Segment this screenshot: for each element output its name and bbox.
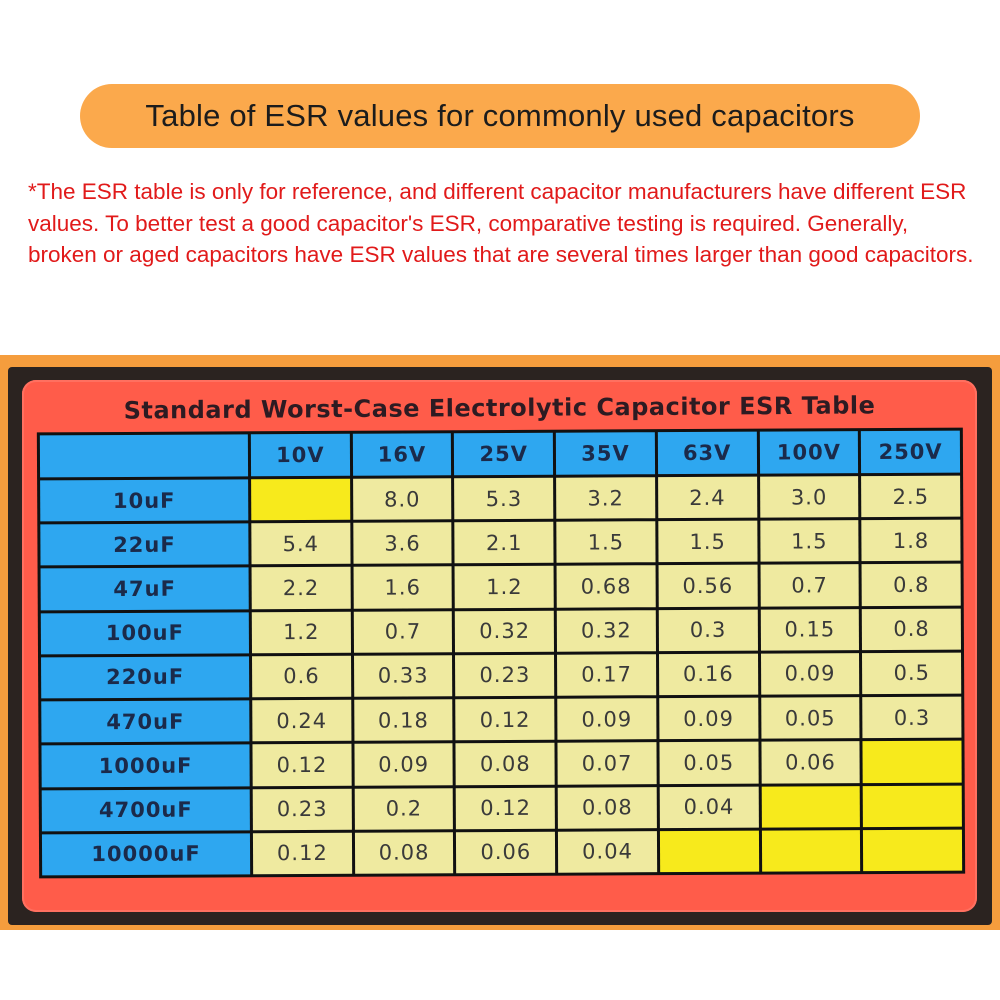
esr-value-cell: 2.4 <box>657 476 757 519</box>
esr-value-cell: 0.12 <box>455 698 555 741</box>
table-corner <box>39 434 249 478</box>
esr-value-cell: 0.3 <box>658 609 758 652</box>
empty-cell <box>863 829 963 872</box>
esr-value-cell: 0.08 <box>455 743 555 785</box>
esr-value-cell: 0.16 <box>658 653 758 696</box>
voltage-header: 35V <box>555 432 655 475</box>
esr-value-cell: 0.18 <box>353 699 453 742</box>
empty-cell <box>251 478 351 521</box>
esr-value-cell: 0.09 <box>354 743 454 786</box>
esr-value-cell: 0.12 <box>252 832 352 875</box>
voltage-header: 250V <box>861 430 961 474</box>
esr-value-cell: 0.05 <box>659 741 759 784</box>
reference-note: *The ESR table is only for reference, an… <box>28 179 974 267</box>
esr-value-cell: 1.5 <box>658 520 758 563</box>
capacitance-header: 470uF <box>41 700 250 743</box>
esr-value-cell: 0.23 <box>252 788 352 831</box>
esr-value-cell: 0.06 <box>761 741 860 784</box>
esr-value-cell: 0.56 <box>658 565 758 607</box>
empty-cell <box>659 830 759 873</box>
esr-value-cell: 0.8 <box>862 608 961 650</box>
esr-value-cell: 0.17 <box>557 654 657 696</box>
esr-value-cell: 0.33 <box>353 655 453 697</box>
esr-value-cell: 0.32 <box>556 609 656 652</box>
esr-value-cell: 3.6 <box>353 522 452 565</box>
esr-value-cell: 0.32 <box>455 610 555 653</box>
esr-value-cell: 0.2 <box>354 787 454 830</box>
esr-value-cell: 0.07 <box>557 742 657 785</box>
voltage-header: 100V <box>759 431 859 474</box>
esr-value-cell: 5.4 <box>251 523 351 565</box>
empty-cell <box>761 785 861 828</box>
esr-value-cell: 0.08 <box>557 786 657 829</box>
page-title: Table of ESR values for commonly used ca… <box>145 98 855 133</box>
esr-value-cell: 1.5 <box>556 521 656 564</box>
esr-value-cell: 0.06 <box>456 831 556 874</box>
esr-value-cell: 0.08 <box>354 832 454 874</box>
esr-value-cell: 0.8 <box>861 564 961 606</box>
esr-value-cell: 2.5 <box>861 475 961 518</box>
capacitance-header: 47uF <box>40 567 249 611</box>
empty-cell <box>862 785 962 827</box>
esr-value-cell: 0.09 <box>659 697 759 740</box>
esr-value-cell: 0.23 <box>455 654 555 697</box>
esr-value-cell: 0.04 <box>558 830 657 873</box>
esr-value-cell: 0.05 <box>760 697 860 739</box>
esr-value-cell: 3.0 <box>759 476 859 518</box>
esr-value-cell: 0.68 <box>556 565 656 608</box>
esr-value-cell: 0.12 <box>252 744 352 786</box>
esr-value-cell: 0.09 <box>760 652 860 695</box>
esr-value-cell: 0.5 <box>862 652 962 695</box>
esr-value-cell: 0.15 <box>760 608 860 651</box>
esr-value-cell: 0.7 <box>760 564 860 607</box>
voltage-header: 16V <box>352 433 452 476</box>
esr-value-cell: 2.2 <box>251 567 351 609</box>
esr-value-cell: 1.8 <box>861 519 961 562</box>
capacitance-header: 4700uF <box>41 788 250 832</box>
esr-value-cell: 0.12 <box>456 787 556 830</box>
empty-cell <box>761 829 861 872</box>
esr-value-cell: 8.0 <box>352 478 452 520</box>
capacitance-header: 22uF <box>40 523 249 566</box>
esr-value-cell: 1.6 <box>353 566 453 609</box>
capacitance-header: 1000uF <box>41 744 250 787</box>
esr-label: Standard Worst-Case Electrolytic Capacit… <box>22 380 977 912</box>
voltage-header: 25V <box>454 432 554 476</box>
voltage-header: 63V <box>657 431 757 475</box>
esr-value-cell: 1.2 <box>251 611 351 654</box>
esr-value-cell: 1.5 <box>759 520 859 563</box>
esr-value-cell: 0.04 <box>659 786 759 828</box>
esr-value-cell: 1.2 <box>454 566 554 608</box>
esr-value-cell: 0.6 <box>252 655 351 698</box>
esr-value-cell: 0.7 <box>353 610 453 653</box>
esr-value-cell: 0.09 <box>557 698 657 741</box>
capacitance-header: 220uF <box>41 656 250 699</box>
capacitance-header: 10000uF <box>41 833 251 876</box>
capacitance-header: 100uF <box>40 611 249 655</box>
esr-value-cell: 2.1 <box>454 521 554 564</box>
esr-value-cell: 5.3 <box>454 477 554 520</box>
esr-value-cell: 0.3 <box>862 696 962 739</box>
esr-value-cell: 3.2 <box>556 477 656 519</box>
capacitance-header: 10uF <box>40 479 249 522</box>
table-title: Standard Worst-Case Electrolytic Capacit… <box>123 391 876 425</box>
voltage-header: 10V <box>250 433 350 477</box>
esr-table: 10V 16V 25V 35V 63V 100V 250V 10uF 8.0 5.3 3.2 2.4 3… <box>36 427 966 879</box>
esr-value-cell: 0.24 <box>252 699 352 742</box>
title-banner: Table of ESR values for commonly used ca… <box>80 84 920 148</box>
empty-cell <box>862 740 962 783</box>
